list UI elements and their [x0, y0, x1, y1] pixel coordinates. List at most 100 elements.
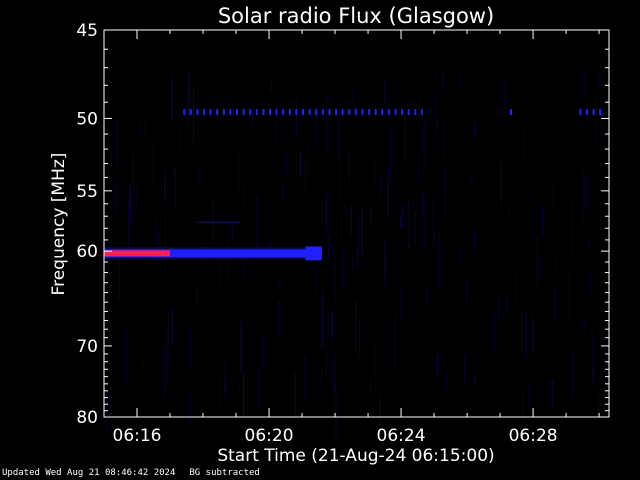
noise-streak — [408, 201, 410, 250]
noise-streak — [497, 296, 499, 317]
x-axis: 06:16 06:20 06:24 06:28 — [103, 30, 600, 446]
noise-streak — [401, 204, 403, 229]
dotted-line-mark — [510, 109, 512, 116]
noise-streak — [327, 235, 329, 250]
noise-streak — [129, 185, 131, 213]
dotted-line-mark — [420, 109, 423, 116]
noise-streak — [438, 233, 440, 289]
dotted-line-mark — [328, 109, 331, 116]
noise-streak — [509, 204, 511, 220]
dotted-line-mark — [282, 109, 285, 116]
noise-streak — [370, 207, 372, 224]
noise-streak — [466, 279, 468, 303]
dotted-line-mark — [374, 109, 377, 116]
dotted-line-mark — [361, 109, 364, 116]
noise-streak — [359, 318, 361, 358]
noise-streak — [261, 337, 263, 371]
noise-streak — [595, 97, 597, 149]
dotted-line-mark — [579, 109, 582, 116]
noise-streak — [523, 128, 525, 156]
noise-streak — [258, 366, 260, 407]
noise-streak — [132, 154, 134, 189]
noise-streak — [387, 166, 389, 218]
noise-streak — [136, 186, 138, 208]
dotted-line-mark — [288, 109, 291, 116]
noise-streak — [212, 198, 214, 243]
noise-streak — [251, 110, 253, 127]
noise-streak — [503, 114, 505, 133]
dotted-line-mark — [189, 109, 192, 116]
noise-streak — [256, 196, 258, 252]
noise-streak — [597, 391, 599, 415]
noise-streak — [196, 285, 198, 307]
noise-streak — [474, 122, 476, 140]
band-core — [104, 249, 322, 258]
y-tick-label: 60 — [76, 242, 98, 262]
noise-streak — [441, 70, 443, 92]
noise-streak — [189, 82, 191, 97]
noise-streak — [583, 317, 585, 333]
noise-streak — [571, 202, 572, 254]
dotted-line-mark — [229, 109, 232, 116]
noise-streak — [588, 238, 590, 250]
noise-streak — [270, 79, 272, 92]
y-tick-label: 80 — [76, 408, 98, 428]
noise-streak — [532, 315, 534, 355]
noise-streak — [470, 174, 472, 186]
noise-streak — [198, 169, 200, 181]
noise-streak — [125, 327, 127, 388]
noise-streak — [152, 139, 154, 190]
noise-streak — [139, 122, 141, 138]
noise-streak — [232, 225, 233, 240]
noise-streak — [348, 152, 350, 183]
noise-streak — [525, 314, 527, 359]
updated-timestamp: Updated Wed Aug 21 08:46:42 2024 — [2, 468, 176, 478]
noise-streak — [436, 120, 438, 165]
noise-streak — [341, 214, 342, 244]
noise-streak — [171, 74, 173, 122]
noise-streak — [418, 153, 420, 186]
plot-frame — [103, 29, 610, 418]
noise-streak — [145, 117, 147, 135]
noise-streak — [332, 311, 333, 339]
noise-streak — [104, 229, 106, 263]
noise-streak — [370, 378, 372, 393]
noise-streak — [322, 289, 324, 348]
noise-streak — [437, 354, 439, 376]
noise-streak — [583, 169, 585, 224]
noise-streak — [572, 351, 574, 399]
noise-streak — [553, 289, 555, 318]
noise-streak — [168, 308, 170, 361]
noise-streak — [416, 102, 418, 117]
x-tick-label: 06:20 — [245, 426, 294, 446]
noise-streak — [422, 191, 424, 217]
noise-streak — [433, 198, 435, 246]
noise-streak — [285, 152, 287, 175]
noise-streak — [304, 355, 306, 403]
noise-streak — [243, 261, 245, 278]
dotted-line-mark — [585, 109, 588, 116]
dotted-line-mark — [275, 109, 278, 116]
noise-streak — [334, 250, 336, 306]
noise-streak — [172, 143, 174, 176]
noise-streak — [342, 245, 343, 289]
noise-streak — [424, 199, 425, 252]
dotted-line-mark — [341, 109, 344, 116]
noise-streak — [592, 362, 594, 384]
dotted-line-mark — [209, 109, 212, 116]
dotted-line-mark — [368, 109, 371, 116]
y-tick-label: 50 — [76, 109, 98, 129]
dotted-line-mark — [269, 109, 271, 116]
bg-note: BG subtracted — [189, 468, 260, 478]
noise-streak — [474, 374, 476, 387]
noise-streak — [226, 240, 228, 280]
noise-streak — [425, 284, 427, 304]
noise-streak — [539, 256, 541, 281]
noise-streak — [252, 396, 254, 408]
noise-streak — [536, 235, 538, 286]
noise-streak — [164, 171, 166, 204]
noise-streak — [174, 167, 176, 210]
noise-streak — [419, 98, 421, 129]
noise-streak — [315, 107, 317, 147]
